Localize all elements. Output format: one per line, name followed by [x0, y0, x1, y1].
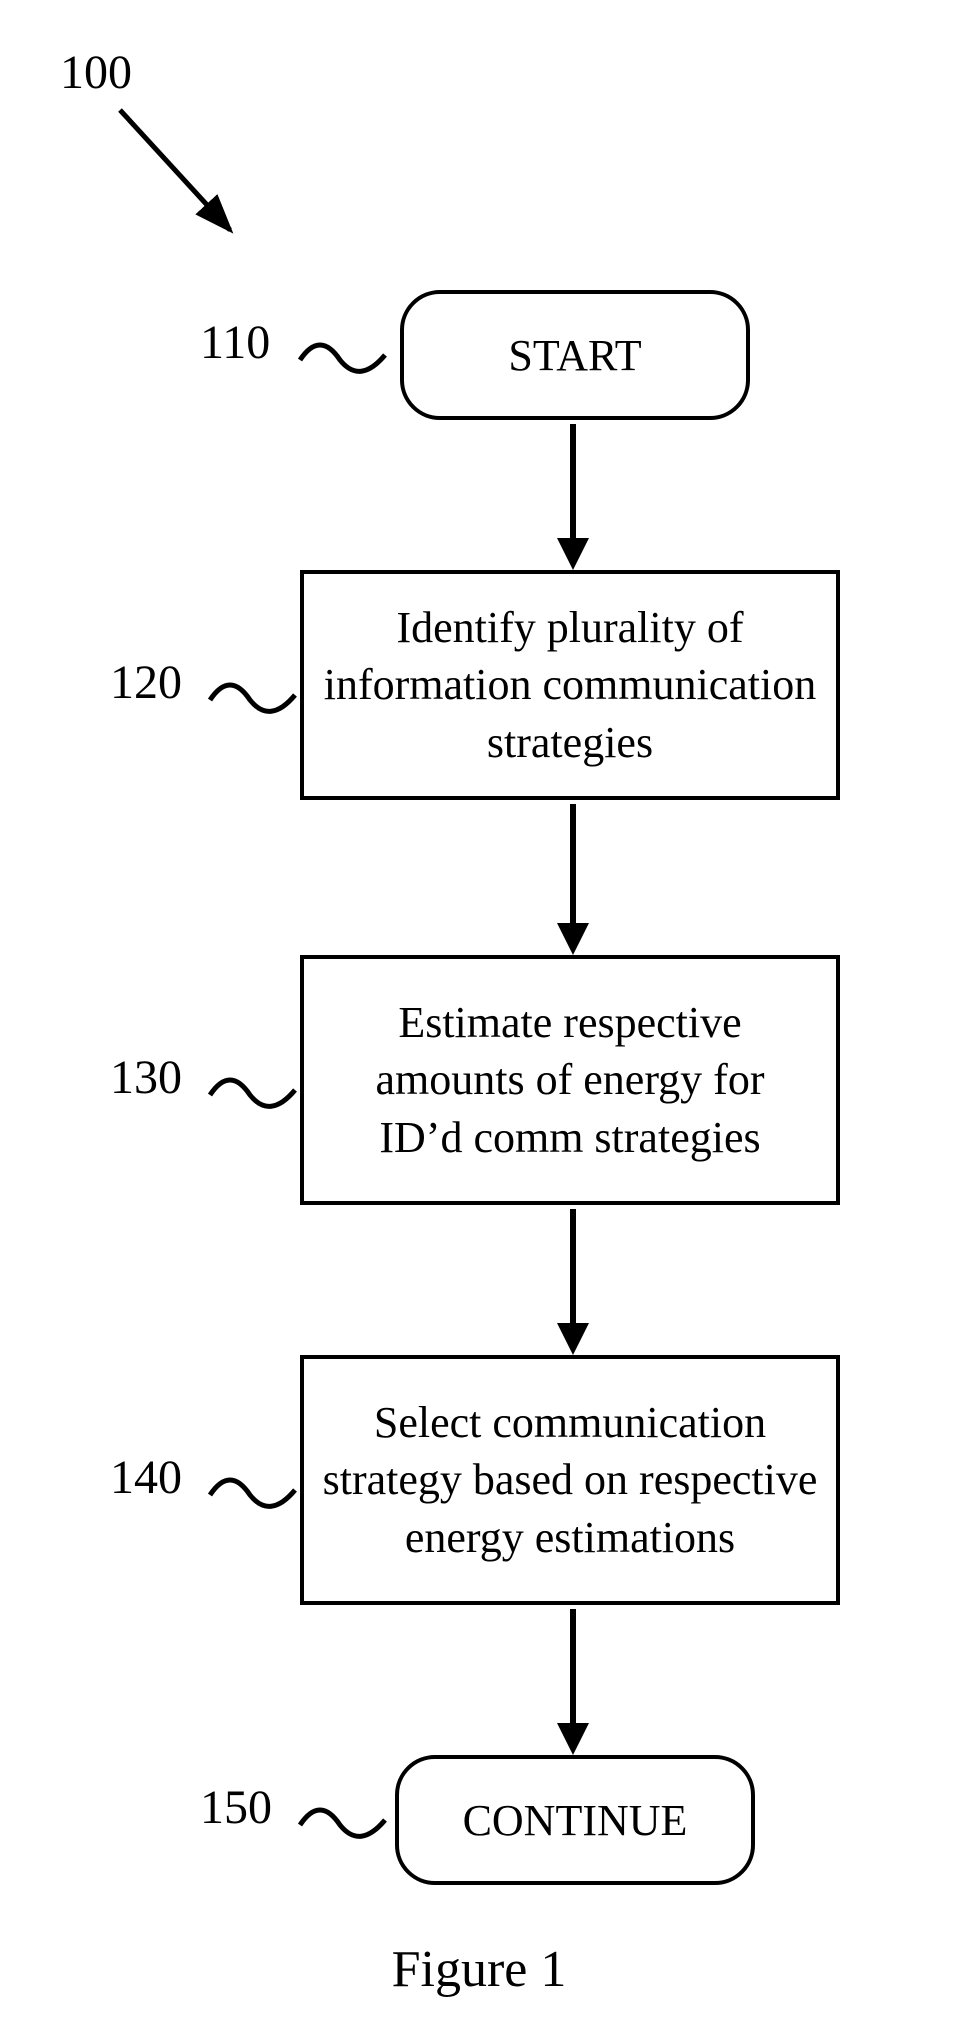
ref-label-120: 120	[110, 655, 182, 710]
connector-2	[570, 804, 576, 927]
step-130-label: Estimate respectiveamounts of energy for…	[376, 994, 765, 1166]
squiggle-110	[295, 330, 395, 380]
step-120-box: Identify plurality ofinformation communi…	[300, 570, 840, 800]
ref-label-150: 150	[200, 1780, 272, 1835]
continue-terminal: CONTINUE	[395, 1755, 755, 1885]
connector-4	[570, 1609, 576, 1727]
connector-3	[570, 1209, 576, 1327]
step-120-label: Identify plurality ofinformation communi…	[324, 599, 816, 771]
connector-3-head	[557, 1323, 589, 1355]
ref-label-140: 140	[110, 1450, 182, 1505]
flowchart-canvas: 100 110 START 120 Identify plurality ofi…	[0, 0, 958, 2019]
squiggle-120	[205, 670, 305, 720]
connector-1	[570, 424, 576, 542]
squiggle-150	[295, 1795, 395, 1845]
ref-label-130: 130	[110, 1050, 182, 1105]
connector-1-head	[557, 538, 589, 570]
continue-label: CONTINUE	[463, 1795, 688, 1846]
ref-label-110: 110	[200, 315, 270, 370]
figure-caption: Figure 1	[0, 1940, 958, 1999]
step-140-label: Select communicationstrategy based on re…	[323, 1394, 818, 1566]
squiggle-140	[205, 1465, 305, 1515]
start-label: START	[508, 330, 641, 381]
connector-4-head	[557, 1723, 589, 1755]
connector-2-head	[557, 923, 589, 955]
start-terminal: START	[400, 290, 750, 420]
squiggle-130	[205, 1065, 305, 1115]
step-140-box: Select communicationstrategy based on re…	[300, 1355, 840, 1605]
step-130-box: Estimate respectiveamounts of energy for…	[300, 955, 840, 1205]
